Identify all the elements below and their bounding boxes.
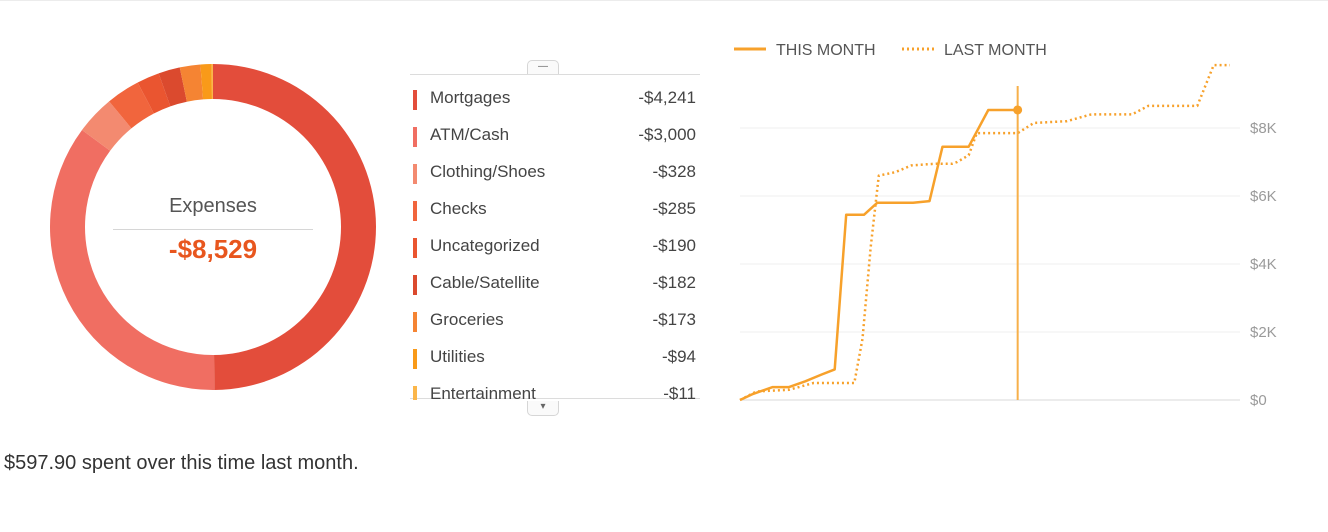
category-color-swatch bbox=[413, 386, 417, 400]
series-line-0 bbox=[739, 108, 1018, 402]
donut-slice-6[interactable] bbox=[179, 64, 204, 102]
legend-label-0: THIS MONTH bbox=[776, 42, 876, 59]
category-name: Uncategorized bbox=[430, 236, 540, 255]
list-scroll-down-button[interactable]: ▾ bbox=[527, 401, 559, 416]
category-row[interactable]: ATM/Cash -$3,000 bbox=[410, 111, 700, 148]
list-scroll-up-button[interactable]: — bbox=[527, 60, 559, 75]
chevron-down-icon: ▾ bbox=[540, 401, 546, 412]
category-row[interactable]: Checks -$285 bbox=[410, 185, 700, 222]
category-row[interactable]: Groceries -$173 bbox=[410, 296, 700, 333]
category-row[interactable]: Entertainment -$11 bbox=[410, 370, 700, 400]
y-tick-label: $8K bbox=[1250, 120, 1277, 137]
expenses-donut-chart: Expenses -$8,529 bbox=[50, 64, 376, 390]
donut-center-label: Expenses bbox=[169, 195, 257, 217]
category-amount: -$4,241 bbox=[638, 88, 696, 107]
category-name: ATM/Cash bbox=[430, 125, 510, 144]
category-row[interactable]: Cable/Satellite -$182 bbox=[410, 259, 700, 296]
category-color-swatch bbox=[413, 127, 417, 147]
category-amount: -$3,000 bbox=[638, 125, 696, 144]
category-amount: -$190 bbox=[652, 236, 696, 255]
category-name: Utilities bbox=[430, 347, 485, 366]
category-color-swatch bbox=[413, 238, 417, 258]
donut-svg bbox=[50, 64, 376, 390]
y-tick-label: $2K bbox=[1250, 324, 1277, 341]
list-bottom-divider bbox=[410, 398, 700, 399]
category-amount: -$11 bbox=[663, 384, 696, 400]
list-top-divider bbox=[410, 74, 700, 75]
category-name: Entertainment bbox=[430, 384, 536, 400]
category-name: Mortgages bbox=[430, 88, 511, 107]
donut-center-divider bbox=[113, 229, 313, 230]
donut-center: Expenses -$8,529 bbox=[50, 64, 376, 390]
donut-center-total: -$8,529 bbox=[168, 234, 258, 264]
donut-slice-7[interactable] bbox=[200, 64, 212, 100]
donut-slice-0[interactable] bbox=[213, 64, 376, 390]
category-color-swatch bbox=[413, 275, 417, 295]
category-name: Checks bbox=[430, 199, 487, 218]
category-name: Groceries bbox=[430, 310, 504, 329]
donut-slice-1[interactable] bbox=[50, 129, 215, 390]
y-tick-label: $6K bbox=[1250, 188, 1277, 205]
y-tick-label: $4K bbox=[1250, 256, 1277, 273]
category-row[interactable]: Uncategorized -$190 bbox=[410, 222, 700, 259]
donut-slice-4[interactable] bbox=[137, 73, 171, 114]
category-amount: -$182 bbox=[652, 273, 696, 292]
category-amount: -$328 bbox=[652, 162, 696, 181]
category-amount: -$94 bbox=[661, 347, 696, 366]
top-divider bbox=[0, 0, 1328, 1]
category-name: Cable/Satellite bbox=[430, 273, 540, 292]
category-color-swatch bbox=[413, 201, 417, 221]
category-name: Clothing/Shoes bbox=[430, 162, 546, 181]
legend-label-1: LAST MONTH bbox=[944, 42, 1047, 59]
chevron-up-icon: — bbox=[538, 61, 548, 72]
current-value-dot bbox=[1013, 105, 1023, 115]
category-row[interactable]: Mortgages -$4,241 bbox=[410, 74, 700, 111]
category-row[interactable]: Clothing/Shoes -$328 bbox=[410, 148, 700, 185]
comparison-footnote: $597.90 spent over this time last month. bbox=[4, 452, 359, 474]
category-amount: -$285 bbox=[652, 199, 696, 218]
donut-slice-8[interactable] bbox=[211, 64, 213, 100]
category-color-swatch bbox=[413, 312, 417, 332]
series-line-1 bbox=[739, 63, 1230, 402]
y-tick-label: $0 bbox=[1250, 392, 1267, 409]
category-color-swatch bbox=[413, 164, 417, 184]
category-amount: -$173 bbox=[652, 310, 696, 329]
category-color-swatch bbox=[413, 349, 417, 369]
category-color-swatch bbox=[413, 90, 417, 110]
donut-slice-3[interactable] bbox=[109, 82, 154, 129]
donut-slice-5[interactable] bbox=[158, 67, 187, 107]
donut-slice-2[interactable] bbox=[82, 101, 132, 151]
category-list[interactable]: Mortgages -$4,241 ATM/Cash -$3,000 Clothing/… bbox=[410, 74, 700, 400]
category-row[interactable]: Utilities -$94 bbox=[410, 333, 700, 370]
